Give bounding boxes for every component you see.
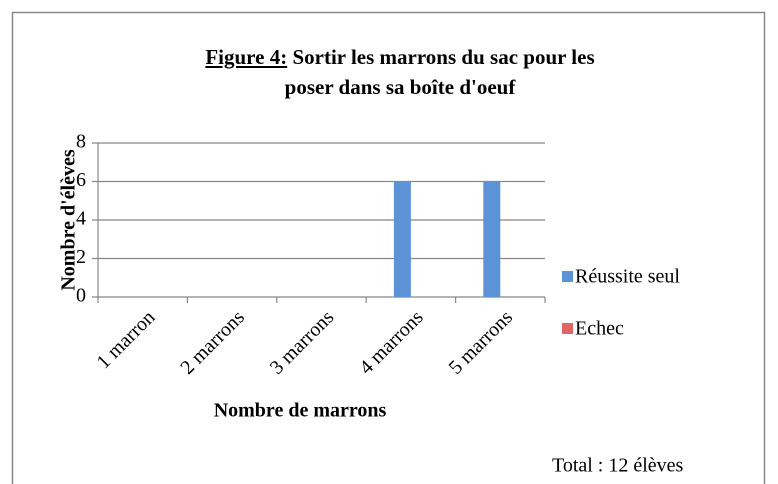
y-axis-label: Nombre d'élèves <box>58 149 80 290</box>
bar <box>483 181 501 297</box>
title-text: Sortir les marrons du sac pour les poser… <box>284 45 595 99</box>
y-tick-label: 8 <box>76 131 86 153</box>
legend-swatch <box>562 323 573 334</box>
chart-frame <box>11 11 766 484</box>
figure-label: Figure 4: <box>205 45 288 69</box>
annotation: Total : 12 élèves <box>552 455 684 477</box>
y-tick-label: 0 <box>76 285 86 307</box>
legend-label: Echec <box>575 318 624 340</box>
x-axis-label: Nombre de marrons <box>214 400 387 422</box>
y-tick-label: 2 <box>76 246 86 268</box>
y-tick-label: 4 <box>76 208 86 230</box>
bar <box>393 181 411 297</box>
chart-title: Figure 4: Sortir les marrons du sac pour… <box>190 42 610 102</box>
legend-label: Réussite seul <box>575 266 680 288</box>
y-tick-label: 6 <box>76 169 86 191</box>
legend-swatch <box>562 271 573 282</box>
